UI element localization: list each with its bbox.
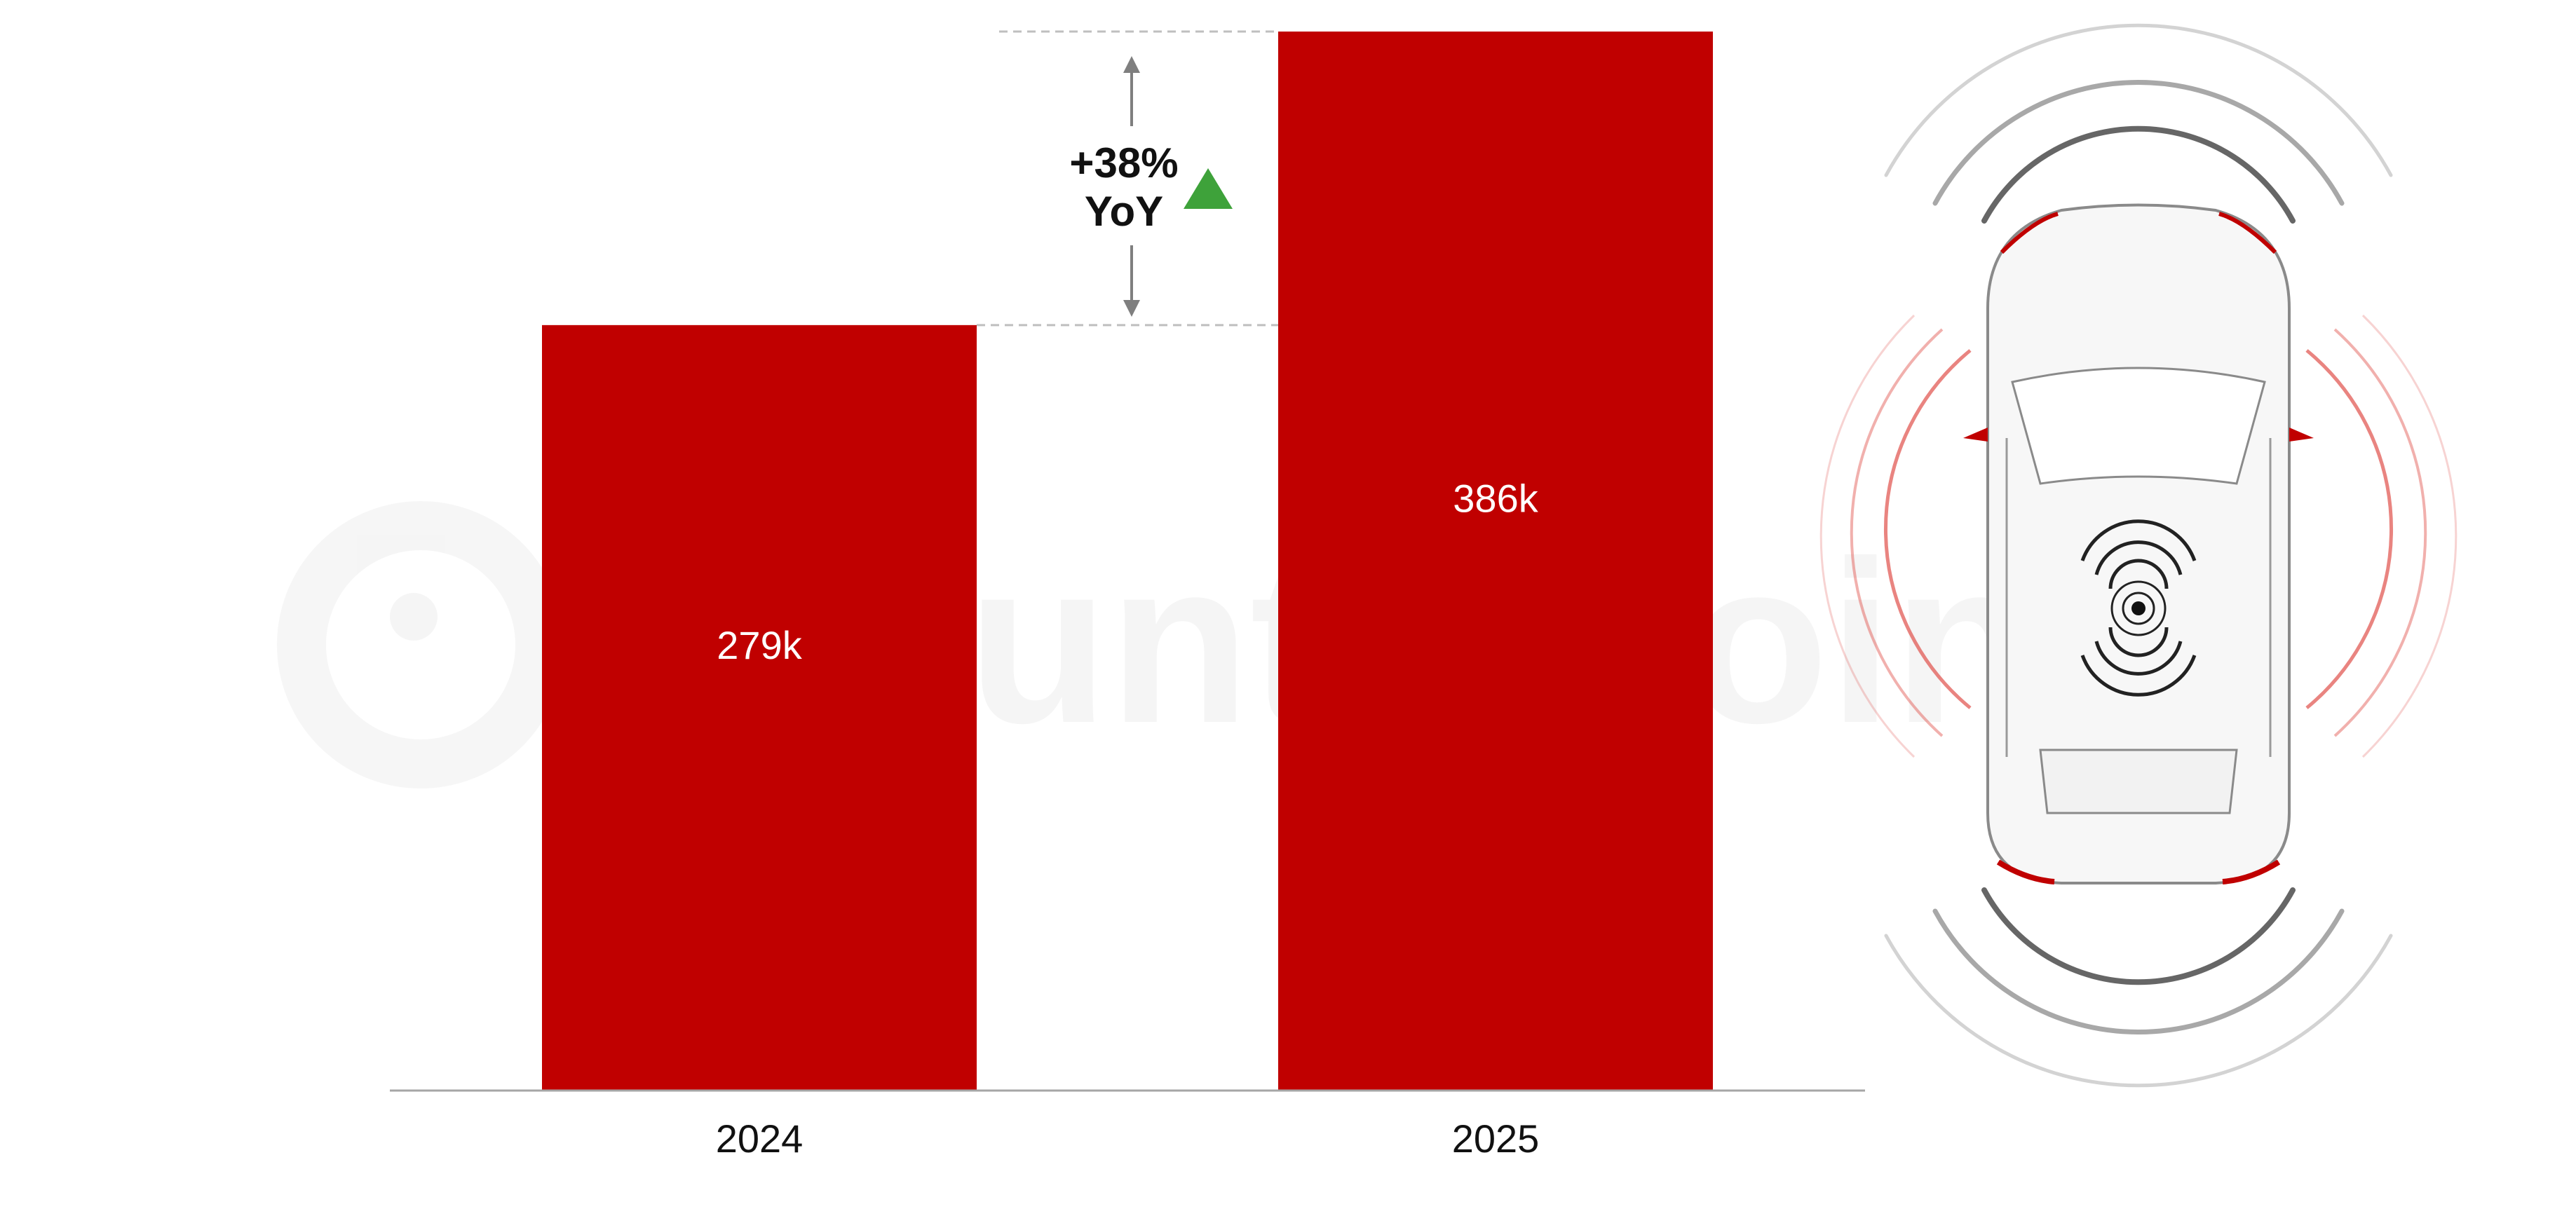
category-labels: 2024 2025	[716, 1116, 1540, 1161]
side-radar-waves-icon	[1819, 314, 2458, 758]
value-label-2025: 386k	[1453, 477, 1538, 521]
category-label-2025: 2025	[1452, 1116, 1540, 1161]
value-label-2024: 279k	[717, 623, 802, 667]
car-body-icon	[1963, 203, 2314, 884]
sensor-signal-icon	[2080, 519, 2197, 697]
yoy-arrow-down-head	[1123, 300, 1140, 317]
up-triangle-icon	[1184, 168, 1233, 209]
yoy-arrow-up-head	[1123, 56, 1140, 73]
change-annotation-guides	[977, 30, 1278, 327]
bar-2025	[1278, 32, 1713, 1091]
category-label-2024: 2024	[716, 1116, 804, 1161]
yoy-annotation: +38% YoY	[1069, 56, 1233, 317]
rear-sensor-waves-icon	[1884, 887, 2393, 1088]
value-labels: 279k 386k	[717, 477, 1538, 667]
yoy-period-text: YoY	[1085, 188, 1163, 235]
yoy-change-text: +38%	[1069, 139, 1178, 186]
front-sensor-waves-icon	[1884, 23, 2393, 224]
bar-2024	[542, 325, 977, 1091]
car-top-view-icon	[1819, 23, 2458, 1088]
bars-layer	[542, 32, 1713, 1091]
